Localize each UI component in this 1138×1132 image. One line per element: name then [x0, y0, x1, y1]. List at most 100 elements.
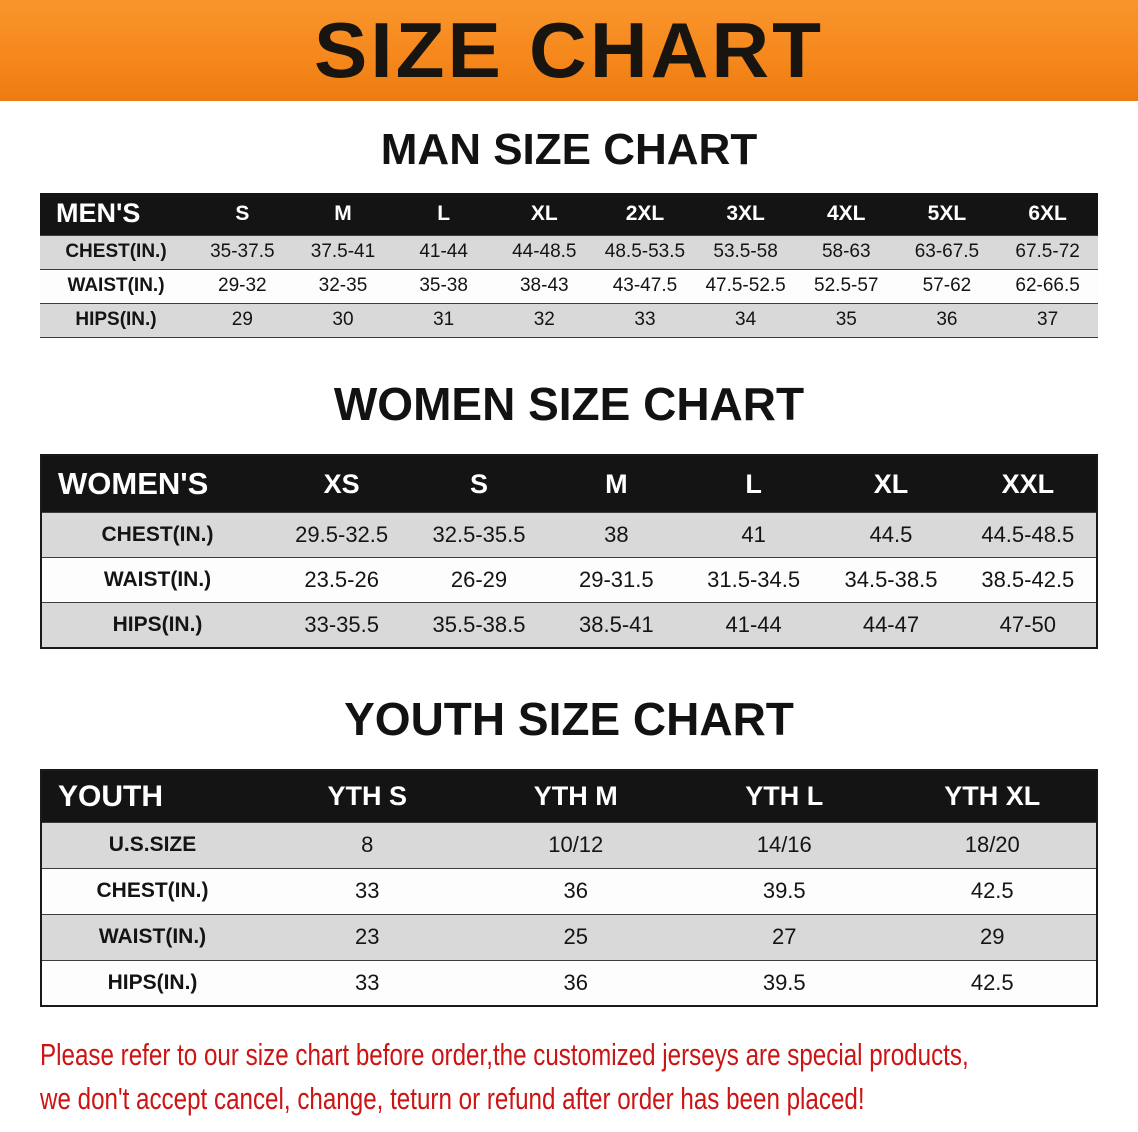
- size-value-cell: 34.5-38.5: [844, 567, 938, 593]
- size-column-header: 4XL: [795, 193, 897, 236]
- size-value-cell: 41-44: [419, 241, 468, 263]
- size-value-cell: 38: [604, 522, 629, 548]
- measurement-row: HIPS(IN.) 29 30 31 32 33 34 35 36 37: [40, 303, 1098, 338]
- size-column-header: YTH S: [263, 770, 472, 823]
- men-size-chart-heading: MAN SIZE CHART: [380, 125, 758, 174]
- measurement-label-cell: WAIST(IN.): [67, 275, 165, 297]
- youth-size-chart-section: YOUTH SIZE CHART YOUTH YTH S YTH M YTH L YTH…: [0, 692, 1138, 1008]
- size-column-header: 3XL: [695, 193, 796, 236]
- size-value-cell: 44.5-48.5: [981, 522, 1075, 548]
- size-column-header: L: [684, 454, 823, 513]
- size-value-cell: 27: [772, 924, 797, 950]
- disclaimer-line-2: we don't accept cancel, change, teturn o…: [40, 1080, 865, 1116]
- size-value-cell: 36: [936, 309, 958, 331]
- measurement-label-cell: CHEST(IN.): [101, 523, 214, 547]
- size-value-cell: 57-62: [922, 275, 972, 297]
- size-column-header: M: [547, 454, 685, 513]
- table-title-cell: WOMEN'S: [41, 454, 273, 513]
- size-value-cell: 8: [361, 832, 374, 858]
- youth-size-chart-heading: YOUTH SIZE CHART: [344, 692, 794, 745]
- size-value-cell: 31.5-34.5: [707, 567, 801, 593]
- size-value-cell: 44.5: [869, 522, 913, 548]
- table-body: U.S.SIZE 8 10/12 14/16 18/20 CHEST(IN.) 33 36 39…: [41, 822, 1097, 1007]
- size-value-cell: 14/16: [756, 832, 812, 858]
- size-column-header: XXL: [959, 454, 1097, 513]
- size-value-cell: 32-35: [318, 275, 368, 297]
- size-value-cell: 35-37.5: [210, 241, 275, 263]
- women-size-chart-section: WOMEN SIZE CHART WOMEN'S XS S M L XL XXL CHEST(…: [0, 379, 1138, 649]
- table-head: WOMEN'S XS S M L XL XXL: [41, 454, 1097, 513]
- size-value-cell: 67.5-72: [1015, 241, 1080, 263]
- women-size-table: WOMEN'S XS S M L XL XXL CHEST(IN.) 29.5-32.5 32.5…: [40, 453, 1098, 649]
- table-body: CHEST(IN.) 35-37.5 37.5-41 41-44 44-48.5 48.5…: [40, 235, 1098, 338]
- size-column-header: YTH L: [680, 770, 889, 823]
- youth-size-table: YOUTH YTH S YTH M YTH L YTH XL U.S.SIZE 8 10/12…: [40, 769, 1098, 1008]
- measurement-label-cell: HIPS(IN.): [75, 309, 157, 331]
- size-column-header: YTH M: [471, 770, 680, 823]
- men-size-chart-section: MAN SIZE CHART MEN'S S M L XL 2XL 3XL 4XL 5XL 6XL…: [0, 125, 1138, 338]
- size-value-cell: 44-48.5: [512, 241, 577, 263]
- size-header-row: YOUTH YTH S YTH M YTH L YTH XL: [41, 770, 1097, 823]
- size-value-cell: 44-47: [862, 612, 920, 638]
- size-value-cell: 29-31.5: [579, 567, 654, 593]
- size-value-cell: 33: [355, 878, 380, 904]
- order-disclaimer: Please refer to our size chart before or…: [40, 1033, 1138, 1120]
- size-value-cell: 33: [355, 970, 380, 996]
- measurement-row: WAIST(IN.) 23.5-26 26-29 29-31.5 31.5-34.5 34…: [41, 557, 1097, 603]
- table-title-cell: YOUTH: [41, 770, 263, 823]
- size-column-header: S: [410, 454, 548, 513]
- measurement-row: HIPS(IN.) 33 36 39.5 42.5: [41, 960, 1097, 1007]
- measurement-label-cell: WAIST(IN.): [98, 925, 207, 949]
- size-value-cell: 34: [735, 309, 757, 331]
- measurement-row: U.S.SIZE 8 10/12 14/16 18/20: [41, 822, 1097, 869]
- measurement-label-cell: CHEST(IN.): [96, 879, 209, 903]
- size-value-cell: 37: [1037, 309, 1059, 331]
- size-value-cell: 48.5-53.5: [604, 241, 686, 263]
- size-value-cell: 18/20: [964, 832, 1020, 858]
- size-value-cell: 35.5-38.5: [432, 612, 526, 638]
- size-value-cell: 53.5-58: [713, 241, 778, 263]
- measurement-row: CHEST(IN.) 29.5-32.5 32.5-35.5 38 41 44.5 44.5…: [41, 512, 1097, 558]
- size-value-cell: 26-29: [450, 567, 508, 593]
- size-value-cell: 62-66.5: [1015, 275, 1080, 297]
- size-column-header: 5XL: [896, 193, 998, 236]
- size-value-cell: 31: [433, 309, 455, 331]
- men-size-table: MEN'S S M L XL 2XL 3XL 4XL 5XL 6XL CHEST(IN.) 35-37…: [40, 193, 1098, 338]
- size-value-cell: 29: [980, 924, 1005, 950]
- size-value-cell: 39.5: [762, 878, 806, 904]
- size-column-header: S: [192, 193, 293, 236]
- size-value-cell: 32.5-35.5: [432, 522, 526, 548]
- size-value-cell: 33: [634, 309, 656, 331]
- size-value-cell: 33-35.5: [304, 612, 379, 638]
- size-header-row: WOMEN'S XS S M L XL XXL: [41, 454, 1097, 513]
- size-value-cell: 38.5-42.5: [981, 567, 1075, 593]
- measurement-row: HIPS(IN.) 33-35.5 35.5-38.5 38.5-41 41-44 44-…: [41, 602, 1097, 648]
- disclaimer-line-1: Please refer to our size chart before or…: [40, 1037, 969, 1073]
- size-chart-title: SIZE CHART: [314, 6, 824, 94]
- size-value-cell: 63-67.5: [914, 241, 980, 263]
- size-value-cell: 25: [563, 924, 588, 950]
- size-value-cell: 30: [332, 309, 354, 331]
- size-column-header: YTH XL: [888, 770, 1097, 823]
- size-value-cell: 29.5-32.5: [295, 522, 389, 548]
- size-value-cell: 38.5-41: [579, 612, 654, 638]
- measurement-label-cell: WAIST(IN.): [103, 568, 212, 592]
- size-value-cell: 32: [533, 309, 555, 331]
- table-title-cell: MEN'S: [40, 193, 192, 236]
- size-value-cell: 41: [741, 522, 766, 548]
- measurement-label-cell: U.S.SIZE: [108, 833, 197, 857]
- measurement-label-cell: HIPS(IN.): [112, 613, 203, 637]
- measurement-label-cell: HIPS(IN.): [107, 971, 198, 995]
- table-head: YOUTH YTH S YTH M YTH L YTH XL: [41, 770, 1097, 823]
- size-value-cell: 10/12: [548, 832, 604, 858]
- size-column-header: L: [393, 193, 494, 236]
- table-head: MEN'S S M L XL 2XL 3XL 4XL 5XL 6XL: [40, 193, 1098, 236]
- size-value-cell: 47.5-52.5: [705, 275, 786, 297]
- measurement-row: CHEST(IN.) 35-37.5 37.5-41 41-44 44-48.5 48.5…: [40, 235, 1098, 270]
- size-value-cell: 38-43: [519, 275, 569, 297]
- measurement-row: CHEST(IN.) 33 36 39.5 42.5: [41, 868, 1097, 915]
- size-value-cell: 41-44: [725, 612, 782, 638]
- size-value-cell: 42.5: [970, 970, 1014, 996]
- size-value-cell: 58-63: [821, 241, 871, 263]
